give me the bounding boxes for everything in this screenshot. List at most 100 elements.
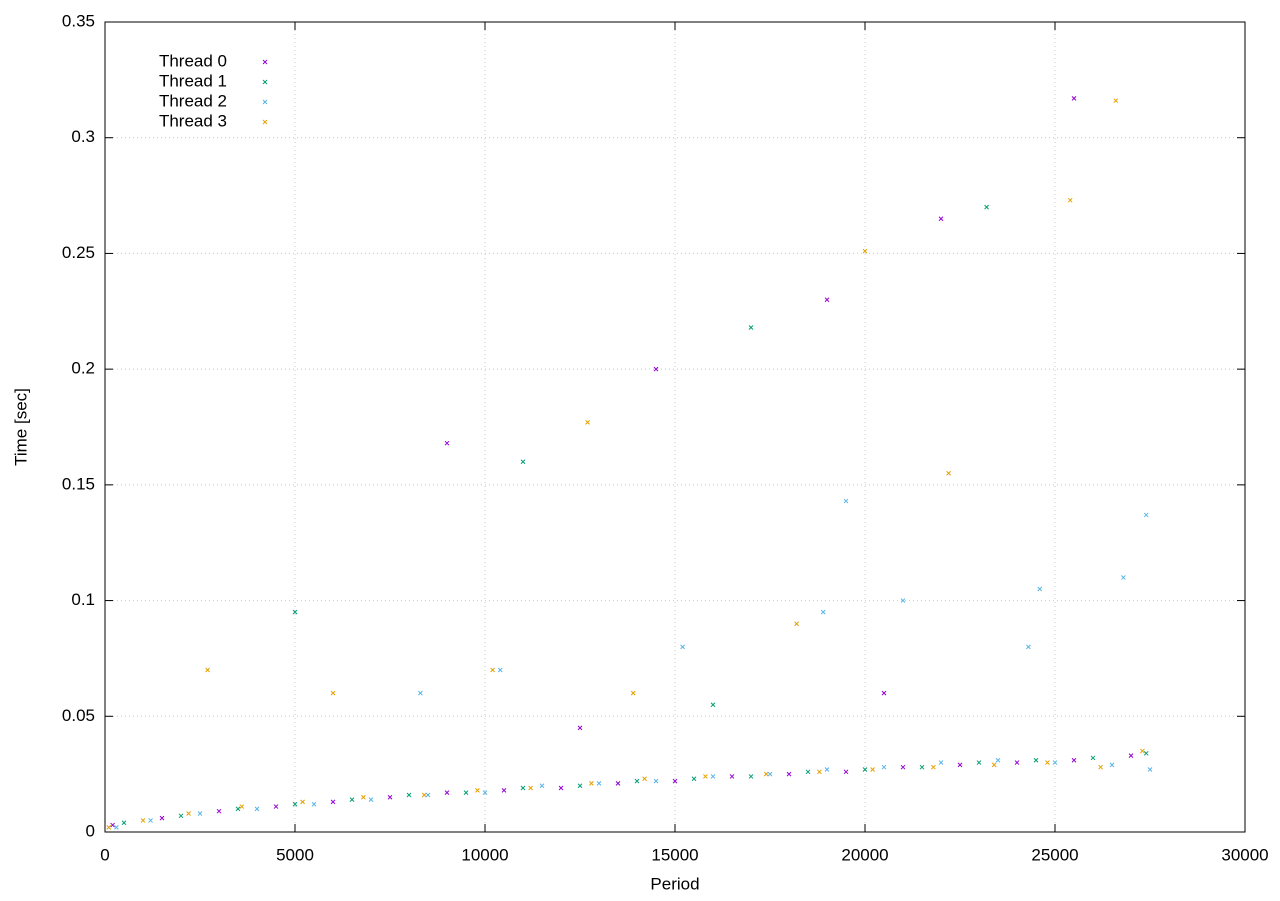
point <box>539 783 545 789</box>
point <box>1067 197 1073 203</box>
point <box>938 216 944 222</box>
x-tick-label: 15000 <box>651 845 698 864</box>
point <box>106 825 112 830</box>
y-tick-label: 0.05 <box>62 706 95 725</box>
point <box>634 778 640 784</box>
point <box>239 804 245 809</box>
point <box>596 781 602 786</box>
point <box>197 811 203 816</box>
point <box>1026 644 1031 650</box>
point <box>1109 762 1115 768</box>
point <box>585 420 590 425</box>
point <box>300 799 305 805</box>
point <box>862 767 868 772</box>
point <box>361 794 366 800</box>
point <box>824 767 830 772</box>
point <box>235 806 241 812</box>
point <box>615 781 621 786</box>
point <box>1090 755 1096 761</box>
y-tick-label: 0.2 <box>71 359 95 378</box>
point <box>528 785 533 791</box>
point <box>729 774 735 779</box>
point <box>786 771 792 777</box>
point <box>1113 98 1119 104</box>
point <box>710 702 716 708</box>
point <box>254 806 260 812</box>
point <box>691 776 697 782</box>
point <box>680 644 685 650</box>
point <box>482 790 488 796</box>
point <box>114 825 119 830</box>
point <box>501 787 507 793</box>
point <box>577 783 583 789</box>
point <box>330 799 336 805</box>
point <box>349 797 355 802</box>
point <box>1121 575 1126 580</box>
point <box>703 774 708 779</box>
point <box>425 792 431 798</box>
point <box>368 797 374 802</box>
point <box>653 366 659 372</box>
point <box>444 790 450 796</box>
point <box>672 778 678 784</box>
x-tick-label: 25000 <box>1031 845 1078 864</box>
point <box>900 598 906 603</box>
point <box>1143 512 1149 518</box>
point <box>140 818 146 823</box>
point <box>178 813 184 819</box>
point <box>1071 96 1077 101</box>
point <box>589 781 594 786</box>
point <box>900 764 906 770</box>
y-tick-label: 0.1 <box>71 590 95 609</box>
point <box>642 776 647 782</box>
legend-marker <box>262 99 268 105</box>
point <box>843 498 849 504</box>
point <box>463 790 469 796</box>
y-tick-label: 0.15 <box>62 474 95 493</box>
point <box>1147 767 1153 772</box>
y-tick-label: 0 <box>86 821 95 840</box>
point <box>273 804 279 809</box>
y-tick-label: 0.3 <box>71 127 95 146</box>
point <box>292 609 298 615</box>
point <box>1071 757 1077 763</box>
point <box>763 771 769 777</box>
point <box>1037 586 1043 592</box>
point <box>817 769 822 775</box>
point <box>748 774 754 779</box>
point <box>421 792 427 798</box>
point <box>1140 748 1145 754</box>
point <box>995 757 1001 763</box>
point <box>490 667 495 673</box>
point <box>205 667 210 673</box>
x-tick-label: 20000 <box>841 845 888 864</box>
point <box>881 764 887 770</box>
point <box>946 470 951 476</box>
x-axis-label: Period <box>650 874 699 893</box>
point <box>843 769 849 775</box>
x-tick-label: 5000 <box>276 845 314 864</box>
point <box>475 787 480 793</box>
point <box>1098 764 1103 770</box>
point <box>919 764 925 770</box>
point <box>577 725 583 731</box>
point <box>881 690 887 696</box>
point <box>330 690 336 696</box>
point <box>292 801 298 807</box>
point <box>767 771 773 777</box>
point <box>520 459 526 465</box>
point <box>1045 760 1050 765</box>
legend-label: Thread 1 <box>159 71 227 90</box>
x-tick-label: 10000 <box>461 845 508 864</box>
x-tick-label: 30000 <box>1221 845 1268 864</box>
point <box>148 818 153 823</box>
point <box>520 785 526 791</box>
legend-marker <box>262 119 268 125</box>
x-tick-label: 0 <box>100 845 109 864</box>
point <box>748 325 754 330</box>
legend-marker <box>262 59 268 65</box>
point <box>862 248 868 254</box>
point <box>387 794 393 800</box>
legend-marker <box>262 79 268 85</box>
